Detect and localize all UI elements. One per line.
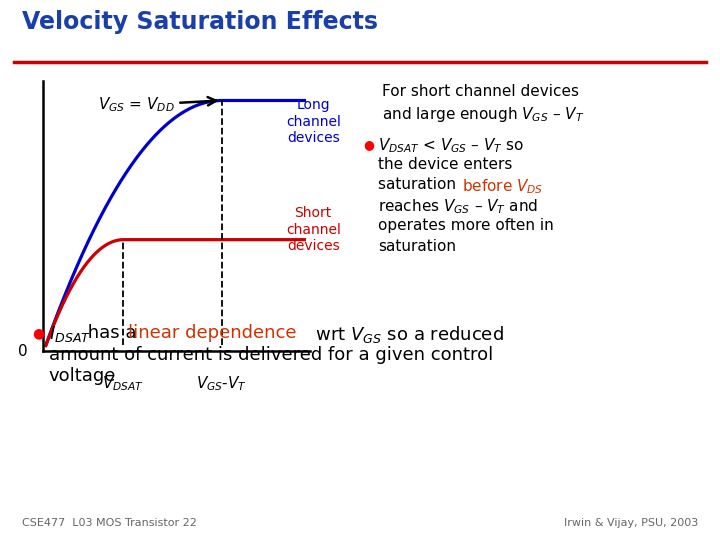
Text: Irwin & Vijay, PSU, 2003: Irwin & Vijay, PSU, 2003 [564, 518, 698, 528]
Text: $V_{DSAT}$ < $V_{GS}$ – $V_T$ so: $V_{DSAT}$ < $V_{GS}$ – $V_T$ so [378, 136, 524, 155]
Text: For short channel devices: For short channel devices [382, 84, 579, 99]
Text: and large enough $V_{GS}$ – $V_T$: and large enough $V_{GS}$ – $V_T$ [382, 105, 584, 124]
Text: $I_{DSAT}$: $I_{DSAT}$ [49, 324, 91, 344]
Text: wrt $V_{GS}$ so a reduced: wrt $V_{GS}$ so a reduced [310, 324, 503, 345]
Text: Long
channel
devices: Long channel devices [286, 98, 341, 145]
Text: $V_{GS}$-$V_T$: $V_{GS}$-$V_T$ [196, 374, 247, 393]
Text: saturation: saturation [378, 177, 461, 192]
Text: reaches $V_{GS}$ – $V_T$ and: reaches $V_{GS}$ – $V_T$ and [378, 198, 538, 217]
Text: ●: ● [364, 138, 374, 151]
Text: before $V_{DS}$: before $V_{DS}$ [462, 177, 543, 196]
Text: CSE477  L03 MOS Transistor 22: CSE477 L03 MOS Transistor 22 [22, 518, 197, 528]
Text: Velocity Saturation Effects: Velocity Saturation Effects [22, 10, 377, 33]
Text: the device enters: the device enters [378, 157, 513, 172]
Text: voltage: voltage [49, 367, 117, 385]
Text: has a: has a [82, 324, 143, 342]
Text: linear dependence: linear dependence [128, 324, 297, 342]
Text: $V_{DSAT}$: $V_{DSAT}$ [102, 374, 144, 393]
Text: 0: 0 [17, 343, 27, 359]
Text: amount of current is delivered for a given control: amount of current is delivered for a giv… [49, 346, 493, 363]
Text: saturation: saturation [378, 239, 456, 254]
Text: ●: ● [32, 327, 45, 341]
Text: $V_{GS}$ = $V_{DD}$: $V_{GS}$ = $V_{DD}$ [98, 96, 216, 114]
Text: operates more often in: operates more often in [378, 218, 554, 233]
Text: Short
channel
devices: Short channel devices [286, 206, 341, 253]
